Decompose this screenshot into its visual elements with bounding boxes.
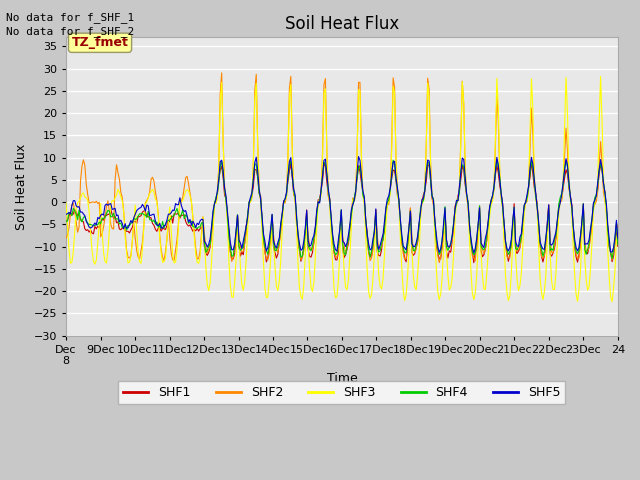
SHF5	[355, 154, 362, 159]
SHF3	[62, 200, 70, 206]
SHF5	[612, 217, 620, 223]
SHF5	[470, 250, 477, 256]
SHF1	[527, 159, 535, 165]
SHF3	[612, 236, 620, 242]
SHF3	[614, 229, 621, 235]
SHF2	[348, 210, 355, 216]
SHF3	[538, 290, 545, 296]
SHF2	[81, 162, 89, 168]
Line: SHF2: SHF2	[66, 73, 618, 263]
SHF2	[99, 231, 106, 237]
SHF2	[218, 70, 225, 76]
SHF4	[493, 156, 500, 162]
SHF2	[458, 78, 466, 84]
SHF5	[541, 246, 548, 252]
Y-axis label: Soil Heat Flux: Soil Heat Flux	[15, 144, 28, 229]
SHF3	[81, 194, 89, 200]
Line: SHF1: SHF1	[66, 162, 618, 263]
SHF3	[456, 187, 463, 192]
SHF3	[99, 229, 106, 235]
SHF5	[62, 211, 70, 217]
SHF4	[456, 190, 463, 195]
SHF5	[81, 213, 89, 218]
Line: SHF5: SHF5	[66, 156, 618, 253]
SHF2	[62, 235, 70, 241]
Text: No data for f_SHF_2: No data for f_SHF_2	[6, 26, 134, 37]
SHF1	[81, 226, 89, 232]
SHF1	[346, 225, 354, 231]
SHF4	[346, 224, 354, 229]
SHF5	[346, 222, 354, 228]
SHF2	[612, 220, 620, 226]
SHF4	[539, 253, 547, 259]
SHF1	[456, 188, 463, 193]
SHF4	[608, 256, 616, 262]
SHF4	[612, 219, 620, 225]
SHF2	[541, 252, 548, 258]
SHF4	[81, 213, 89, 219]
X-axis label: Time: Time	[326, 372, 357, 385]
SHF5	[99, 211, 106, 217]
SHF3	[346, 252, 354, 258]
Line: SHF3: SHF3	[66, 76, 618, 302]
Legend: SHF1, SHF2, SHF3, SHF4, SHF5: SHF1, SHF2, SHF3, SHF4, SHF5	[118, 381, 566, 404]
SHF4	[99, 216, 106, 221]
SHF3	[608, 299, 616, 305]
Title: Soil Heat Flux: Soil Heat Flux	[285, 15, 399, 33]
SHF1	[99, 216, 106, 222]
SHF1	[541, 252, 548, 258]
SHF4	[614, 241, 621, 247]
SHF2	[614, 225, 621, 230]
SHF1	[470, 260, 477, 265]
SHF4	[62, 218, 70, 224]
SHF5	[457, 169, 465, 175]
SHF1	[614, 243, 621, 249]
Text: No data for f_SHF_1: No data for f_SHF_1	[6, 12, 134, 23]
SHF2	[435, 260, 443, 265]
SHF3	[596, 73, 604, 79]
Line: SHF4: SHF4	[66, 159, 618, 259]
SHF1	[62, 218, 70, 224]
Text: TZ_fmet: TZ_fmet	[72, 36, 129, 49]
SHF5	[614, 236, 621, 242]
SHF1	[612, 225, 620, 231]
